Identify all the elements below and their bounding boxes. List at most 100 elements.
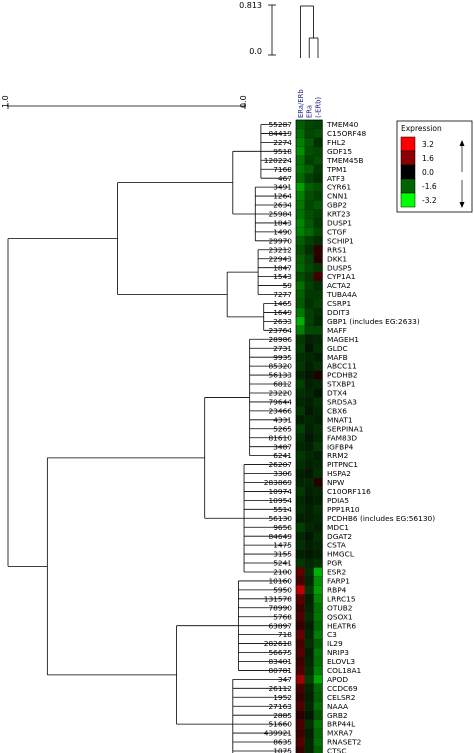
row-gene-label: HEATR6 [327,621,356,630]
heatmap-cell [304,137,314,148]
row-gene-label: PITPNC1 [327,460,358,469]
row-gene-label: IGFBP4 [327,442,354,451]
heatmap-cell [313,415,323,425]
row-gene-label: COL18A1 [327,666,362,675]
heatmap-cell [313,370,323,380]
heatmap-cell [295,370,305,380]
heatmap-cell [313,603,323,613]
row-id-label: 27163 [268,702,292,711]
heatmap-cell [313,280,323,291]
row-id-label: 3487 [273,442,292,451]
heatmap-cell [295,442,305,452]
heatmap-cell [304,361,314,371]
row-gene-label: C15ORF48 [327,129,366,138]
row-id-label: 7168 [273,165,292,174]
heatmap-cell [304,477,314,488]
row-id-label: 1264 [273,192,292,201]
row-id-label: 131578 [264,594,293,603]
row-id-label: 282618 [264,639,293,648]
heatmap-cell [304,737,314,747]
heatmap-cell [304,522,314,533]
heatmap-cell [313,558,323,568]
heatmap-cell [295,218,305,228]
heatmap-cell [304,692,314,703]
heatmap-cell [304,683,314,694]
legend-swatch [400,178,416,194]
heatmap-cell [313,272,323,282]
heatmap-cell [295,307,305,318]
heatmap-cell [304,621,314,631]
row-id-label: 83401 [268,657,292,666]
heatmap-cell [304,459,314,470]
heatmap-cells [295,119,323,753]
heatmap-cell [295,594,305,604]
row-gene-label: PGR [327,559,342,568]
row-gene-label: C3 [327,630,337,639]
column-label: ERa/ERb [297,89,305,118]
heatmap-cell [304,325,314,336]
heatmap-cell [313,182,323,192]
heatmap-cell [295,263,305,273]
heatmap-cell [313,719,323,729]
row-gene-label: PCDHB6 (includes EG:56130) [327,514,435,523]
heatmap-cell [295,674,305,685]
heatmap-cell [295,504,305,515]
column-labels: ERa/ERb ERa (-ERb) [297,89,323,118]
row-gene-label: ELOVL3 [327,657,355,666]
heatmap-cell [304,701,314,712]
row-id-label: 22943 [268,254,292,263]
heatmap-cell [304,558,314,568]
row-gene-label: DGAT2 [327,532,352,541]
heatmap-cell [313,361,323,371]
row-id-label: 347 [278,675,292,684]
heatmap-cell [304,298,314,309]
heatmap-cell [313,406,323,416]
heatmap-cell [313,612,323,622]
heatmap-cell [304,442,314,452]
heatmap-cell [313,343,323,354]
row-gene-label: PCDHB2 [327,371,358,380]
row-id-label: 1843 [273,219,292,228]
row-id-label: 9518 [273,147,292,156]
row-id-label: 5950 [273,585,292,594]
row-gene-label: STXBP1 [327,380,356,389]
heatmap-cell [313,638,323,649]
heatmap-cell [313,316,323,327]
heatmap-border [295,119,323,753]
heatmap-cell [313,513,323,524]
heatmap-cell [304,504,314,515]
heatmap-cell [304,263,314,273]
row-id-label: 84649 [268,532,292,541]
heatmap-cell [304,146,314,157]
heatmap-cell [304,307,314,318]
heatmap-cell [295,567,305,577]
heatmap-cell [304,316,314,327]
row-gene-label: RBP4 [327,585,347,594]
heatmap-cell [313,549,323,559]
heatmap-cell [304,647,314,658]
row-id-label: 26112 [268,684,292,693]
row-gene-label: TMEM45B [326,156,363,165]
heatmap-cell [304,719,314,729]
row-id-label: 3306 [273,469,292,478]
heatmap-cell [313,737,323,747]
heatmap-cell [295,227,305,237]
heatmap-cell [304,128,314,139]
legend-label: -3.2 [422,196,437,205]
row-id-label: 63897 [268,621,292,630]
heatmap-cell [304,594,314,604]
row-gene-label: RRS1 [327,245,347,254]
legend-swatch [400,164,416,180]
row-gene-label: FARP1 [327,577,350,586]
heatmap-cell [304,486,314,497]
column-label: ERa [306,105,314,118]
heatmap-cell [313,701,323,712]
heatmap-cell [313,656,323,667]
heatmap-cell [295,146,305,157]
heatmap-cell [295,638,305,649]
heatmap-cell [313,576,323,586]
heatmap-cell [313,191,323,201]
heatmap-cell [313,164,323,175]
row-id-label: 81610 [268,433,292,442]
